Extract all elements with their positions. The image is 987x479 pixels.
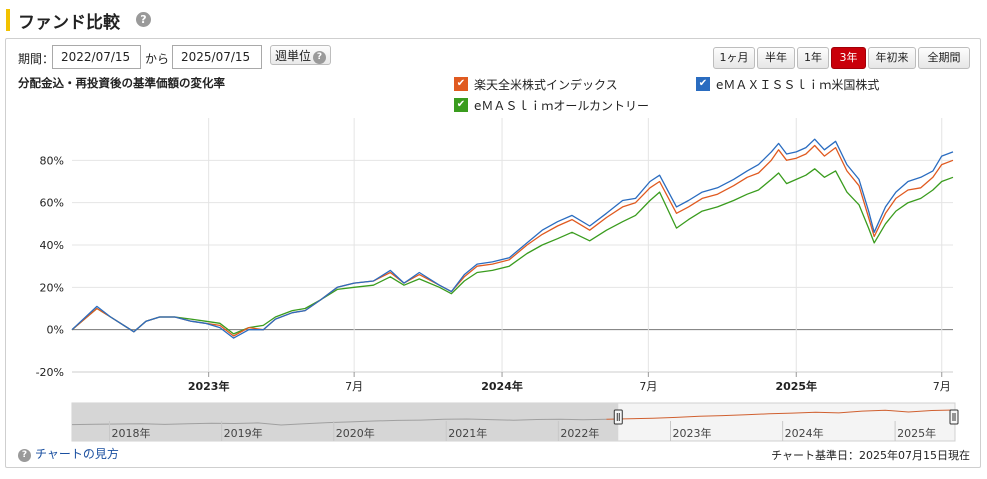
series-lines (71, 138, 954, 339)
weekly-unit-label: 週単位 (275, 49, 312, 63)
chart-subtitle: 分配金込・再投資後の基準価額の変化率 (18, 76, 225, 90)
y-tick-label: 80% (40, 154, 64, 167)
y-tick-label: 20% (40, 281, 64, 294)
period-button-all[interactable]: 全期間 (918, 47, 970, 69)
title-accent-bar (6, 9, 10, 31)
x-tick-label: 2023年 (188, 379, 230, 393)
period-button-ytd[interactable]: 年初来 (868, 47, 916, 69)
x-tick-label: 7月 (933, 380, 951, 393)
weekly-unit-help-icon[interactable]: ? (313, 51, 327, 64)
navigator-selected-line (606, 409, 956, 420)
legend-checkbox-emaxis-sp[interactable]: ✔ (696, 77, 710, 91)
navigator-year-label: 2023年 (672, 426, 711, 440)
start-date-input[interactable]: 2022/07/15 (52, 45, 141, 69)
chart-guide-link[interactable]: ? チャートの見方 (18, 445, 119, 462)
y-tick-label: -20% (36, 366, 64, 379)
period-button-6m[interactable]: 半年 (757, 47, 795, 69)
page-title: ファンド比較 (18, 13, 120, 33)
x-tick-labels: 2023年 7月 2024年 7月 2025年 7月 (188, 379, 951, 393)
series-line-0 (71, 144, 954, 337)
y-tick-label: 60% (40, 197, 64, 210)
range-navigator: 2018年 2019年 2020年 2021年 2022年 2023年 2024年 2025年 (71, 402, 959, 442)
chart-panel: 期間： 2022/07/15 から 2025/07/15 週単位? 1ヶ月 半年… (5, 38, 981, 468)
navigator-left-handle[interactable] (613, 409, 623, 425)
y-tick-labels: -20% 0% 20% 40% 60% 80% (36, 154, 64, 379)
navigator-year-label: 2022年 (560, 426, 599, 440)
period-button-1m[interactable]: 1ヶ月 (713, 47, 755, 69)
x-tick-label: 2024年 (481, 379, 523, 393)
navigator-year-label: 2021年 (448, 426, 487, 440)
navigator-year-label: 2024年 (785, 426, 824, 440)
period-label: 期間： (18, 52, 55, 66)
chart-guide-link-label: チャートの見方 (35, 447, 119, 461)
y-tick-label: 0% (47, 324, 64, 337)
x-tick-label: 7月 (639, 380, 657, 393)
legend-label-emaxis-sp: eＭＡＸＩＳＳｌｉｍ米国株式 (716, 78, 880, 92)
navigator-year-label: 2025年 (897, 426, 936, 440)
series-line-1 (71, 138, 954, 339)
legend-label-emaxis-allcountry: eＭＡＳｌｉｍオールカントリー (474, 99, 650, 113)
period-button-1y[interactable]: 1年 (797, 47, 829, 69)
legend-checkbox-emaxis-allcountry[interactable]: ✔ (454, 98, 468, 112)
chart-base-date: チャート基準日：2025年07月15日現在 (771, 449, 970, 462)
x-tick-label: 7月 (345, 380, 363, 393)
legend-checkbox-rakuten[interactable]: ✔ (454, 77, 468, 91)
date-range-separator: から (145, 52, 170, 66)
navigator-year-label: 2018年 (111, 426, 150, 440)
chart-guide-help-icon: ? (18, 449, 31, 462)
end-date-input[interactable]: 2025/07/15 (172, 45, 262, 69)
help-icon[interactable]: ? (136, 12, 151, 27)
navigator-year-label: 2019年 (224, 426, 263, 440)
grid-layer (72, 118, 953, 377)
legend-label-rakuten: 楽天全米株式インデックス (474, 78, 618, 92)
series-line-2 (71, 168, 954, 335)
navigator-right-handle[interactable] (949, 409, 959, 425)
period-button-3y[interactable]: 3年 (831, 47, 866, 69)
page-header: ファンド比較 ? (0, 6, 987, 34)
y-tick-label: 40% (40, 239, 64, 252)
navigator-year-label: 2020年 (336, 426, 375, 440)
navigator-history-line (71, 418, 607, 426)
weekly-unit-button[interactable]: 週単位? (270, 45, 332, 65)
x-tick-label: 2025年 (775, 379, 817, 393)
